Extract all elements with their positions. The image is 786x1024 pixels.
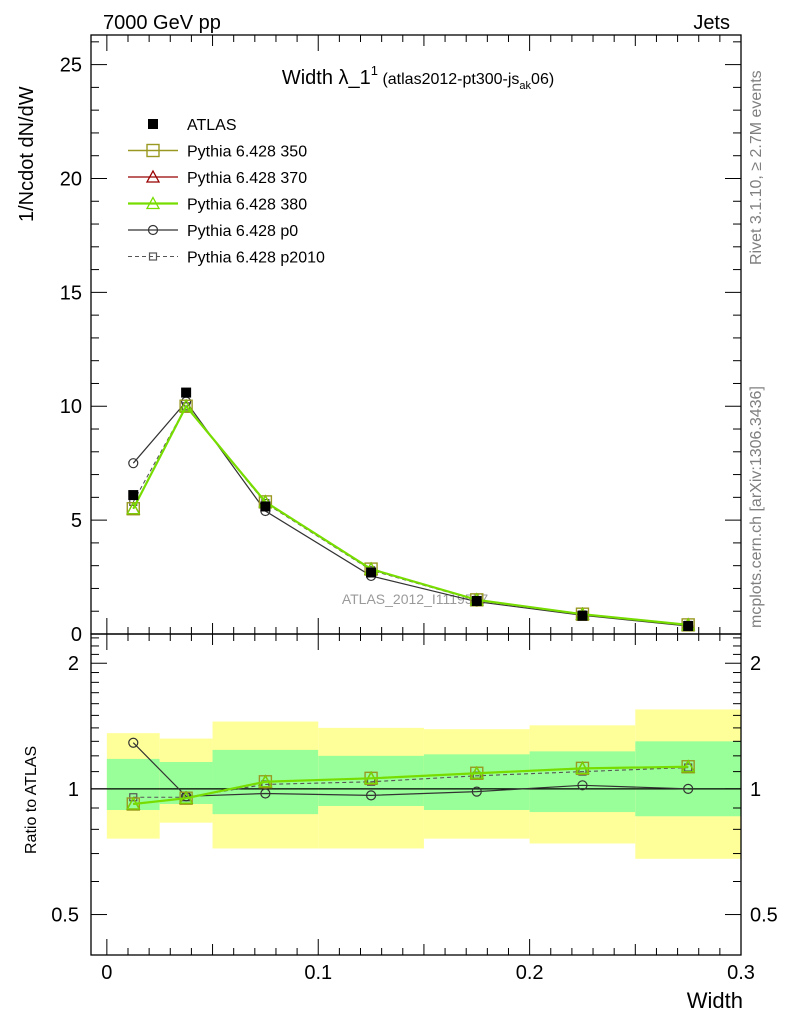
legend-marker <box>145 169 161 183</box>
data-point <box>577 610 588 621</box>
series-0 <box>128 387 694 632</box>
x-tick-label: 0 <box>101 962 112 984</box>
ratio-y-axis: 0.5 0.5 1 1 2 2 <box>51 637 778 927</box>
ratio-panel: 0 0.1 0.2 0.3 0.5 0.5 1 1 2 2 <box>51 35 778 984</box>
ratio-y-tick-label: 2 <box>68 653 79 675</box>
ratio-band-inner <box>423 754 530 811</box>
legend-label: ATLAS <box>187 117 237 134</box>
legend-label: Pythia 6.428 350 <box>187 144 307 161</box>
legend-entry: Pythia 6.428 380 <box>128 196 307 214</box>
data-point <box>471 595 482 606</box>
legend-marker <box>147 224 159 236</box>
legend-marker <box>148 252 158 261</box>
ratio-band-inner <box>635 741 741 817</box>
ratio-y-tick-label: 1 <box>750 779 761 801</box>
ratio-y-tick-label: 0.5 <box>51 905 79 927</box>
legend-marker <box>148 119 158 129</box>
legend-label: Pythia 6.428 p2010 <box>187 250 325 267</box>
ratio-point <box>469 765 484 779</box>
chart-title: Width λ_11 (atlas2012-pt300-jsak06) <box>282 63 554 92</box>
data-point <box>683 621 694 632</box>
y-tick-label: 10 <box>60 396 82 418</box>
ratio-series-3 <box>128 737 694 802</box>
rivet-label: Rivet 3.1.10, ≥ 2.7M events <box>748 70 765 265</box>
ratio-ylabel: Ratio to ATLAS <box>23 746 40 854</box>
legend-entry: ATLAS <box>148 117 237 134</box>
ratio-y-tick-label: 0.5 <box>750 905 778 927</box>
ratio-line <box>132 742 689 797</box>
y-tick-label: 15 <box>60 282 82 304</box>
ratio-frame <box>90 633 742 956</box>
legend-marker <box>145 196 161 210</box>
ratio-point <box>575 760 590 774</box>
ratio-point <box>129 793 138 802</box>
ratio-y-tick-label: 2 <box>750 653 761 675</box>
data-point <box>126 501 141 515</box>
legend-label: Pythia 6.428 380 <box>187 197 307 214</box>
x-axis: 0 0.1 0.2 0.3 <box>101 35 755 984</box>
ratio-series-2 <box>126 759 696 810</box>
ratio-band-inner <box>318 755 424 806</box>
ratio-point <box>258 774 273 788</box>
ratio-point <box>683 783 694 794</box>
y-tick-label: 0 <box>71 624 82 646</box>
main-y-axis: 0 5 10 15 20 25 <box>60 41 741 646</box>
y-tick-label: 20 <box>60 168 82 190</box>
legend-entry: Pythia 6.428 370 <box>128 169 307 187</box>
ratio-point <box>365 790 377 801</box>
ratio-point <box>179 790 194 804</box>
ratio-point <box>128 737 139 748</box>
x-tick-label: 0.3 <box>727 962 755 984</box>
main-panel: 0 5 10 15 20 25 <box>60 34 742 646</box>
mcplots-label: mcplots.cern.ch [arXiv:1306.3436] <box>748 386 765 628</box>
ratio-point <box>577 780 588 791</box>
ratio-y-tick-label: 1 <box>68 779 79 801</box>
ratio-point <box>260 788 271 799</box>
ratio-point <box>681 759 696 773</box>
xlabel: Width <box>687 988 743 1013</box>
legend: ATLAS Pythia 6.428 350 Pythia 6.428 370 Pyt… <box>128 117 325 267</box>
data-point <box>179 398 194 412</box>
header-left-label: 7000 GeV pp <box>103 12 221 34</box>
x-tick-label: 0.1 <box>304 962 332 984</box>
legend-label: Pythia 6.428 370 <box>187 170 307 187</box>
data-point <box>128 490 139 501</box>
ratio-point <box>363 770 379 784</box>
ratio-point <box>471 786 482 797</box>
y-tick-label: 25 <box>60 55 82 77</box>
x-tick-label: 0.2 <box>516 962 544 984</box>
legend-entry: Pythia 6.428 350 <box>128 144 307 161</box>
data-point <box>366 567 377 578</box>
legend-entry: Pythia 6.428 p2010 <box>128 250 325 267</box>
data-point <box>260 501 271 512</box>
legend-entry: Pythia 6.428 p0 <box>128 223 298 240</box>
ratio-band-inner <box>529 751 636 813</box>
ratio-line <box>133 765 689 806</box>
ratio-point <box>126 796 141 810</box>
header-right-label: Jets <box>693 12 730 34</box>
legend-label: Pythia 6.428 p0 <box>187 223 298 240</box>
main-ylabel: 1/Ncdot dN/dW <box>16 86 38 222</box>
data-point <box>181 387 192 398</box>
y-tick-label: 5 <box>71 510 82 532</box>
data-point <box>128 458 139 469</box>
legend-marker <box>146 143 160 158</box>
